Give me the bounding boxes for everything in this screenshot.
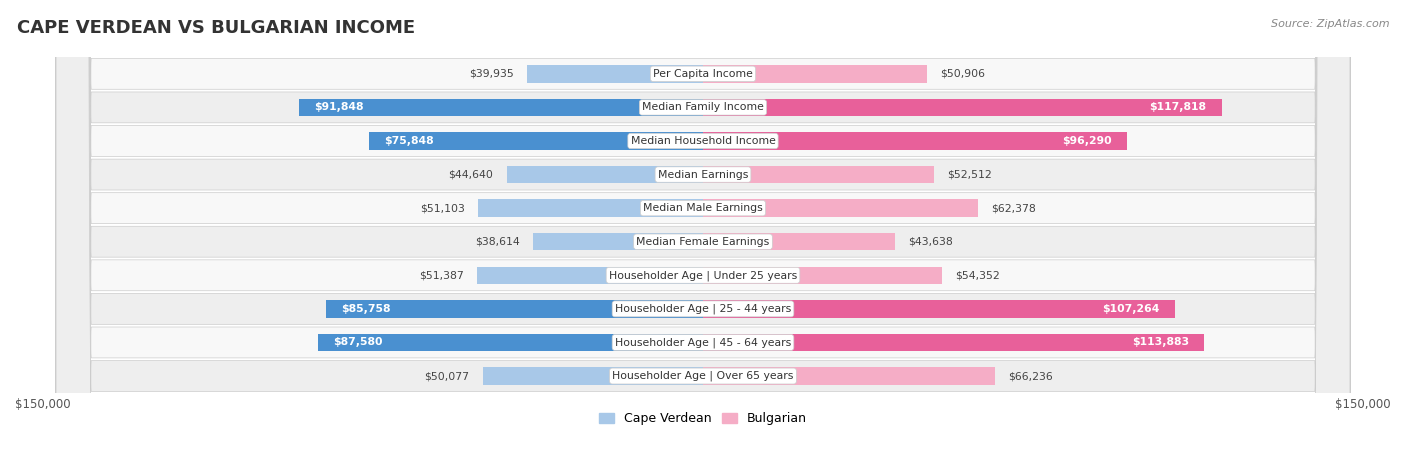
Text: Householder Age | Over 65 years: Householder Age | Over 65 years	[612, 371, 794, 381]
Bar	[703, 334, 1204, 351]
FancyBboxPatch shape	[56, 0, 1350, 467]
Text: $43,638: $43,638	[908, 237, 953, 247]
Bar	[326, 300, 703, 318]
Text: CAPE VERDEAN VS BULGARIAN INCOME: CAPE VERDEAN VS BULGARIAN INCOME	[17, 19, 415, 37]
FancyBboxPatch shape	[56, 0, 1350, 467]
Bar	[703, 65, 927, 83]
Text: $50,906: $50,906	[941, 69, 986, 79]
Bar	[703, 300, 1175, 318]
Text: Median Earnings: Median Earnings	[658, 170, 748, 179]
Bar	[703, 199, 977, 217]
Bar	[703, 368, 994, 385]
Text: $113,883: $113,883	[1132, 338, 1189, 347]
Bar	[298, 99, 703, 116]
Bar	[703, 99, 1222, 116]
Text: Median Household Income: Median Household Income	[630, 136, 776, 146]
Text: $51,387: $51,387	[419, 270, 464, 280]
Text: Source: ZipAtlas.com: Source: ZipAtlas.com	[1271, 19, 1389, 28]
Text: $50,077: $50,077	[425, 371, 470, 381]
Bar	[703, 267, 942, 284]
Text: $51,103: $51,103	[420, 203, 465, 213]
Text: $52,512: $52,512	[948, 170, 993, 179]
Bar	[370, 132, 703, 150]
Bar	[478, 199, 703, 217]
Text: $117,818: $117,818	[1149, 102, 1206, 113]
Text: $44,640: $44,640	[449, 170, 494, 179]
Legend: Cape Verdean, Bulgarian: Cape Verdean, Bulgarian	[595, 407, 811, 430]
FancyBboxPatch shape	[56, 0, 1350, 467]
Bar	[482, 368, 703, 385]
Text: $96,290: $96,290	[1062, 136, 1111, 146]
Text: Householder Age | Under 25 years: Householder Age | Under 25 years	[609, 270, 797, 281]
Bar	[477, 267, 703, 284]
FancyBboxPatch shape	[56, 0, 1350, 467]
Bar	[533, 233, 703, 250]
Bar	[527, 65, 703, 83]
FancyBboxPatch shape	[56, 0, 1350, 467]
Text: $75,848: $75,848	[385, 136, 434, 146]
Text: Median Female Earnings: Median Female Earnings	[637, 237, 769, 247]
FancyBboxPatch shape	[56, 0, 1350, 467]
Bar	[703, 166, 934, 183]
Text: $39,935: $39,935	[470, 69, 515, 79]
Text: Median Family Income: Median Family Income	[643, 102, 763, 113]
FancyBboxPatch shape	[56, 0, 1350, 467]
Text: $54,352: $54,352	[956, 270, 1000, 280]
Text: $91,848: $91,848	[314, 102, 364, 113]
Bar	[318, 334, 703, 351]
Bar	[703, 132, 1126, 150]
Text: $107,264: $107,264	[1102, 304, 1160, 314]
Text: Median Male Earnings: Median Male Earnings	[643, 203, 763, 213]
Text: $62,378: $62,378	[991, 203, 1035, 213]
Text: Per Capita Income: Per Capita Income	[652, 69, 754, 79]
Text: Householder Age | 45 - 64 years: Householder Age | 45 - 64 years	[614, 337, 792, 348]
Text: $85,758: $85,758	[342, 304, 391, 314]
Bar	[703, 233, 896, 250]
Text: $87,580: $87,580	[333, 338, 382, 347]
Text: $66,236: $66,236	[1008, 371, 1053, 381]
FancyBboxPatch shape	[56, 0, 1350, 467]
Bar	[506, 166, 703, 183]
Text: $38,614: $38,614	[475, 237, 520, 247]
Text: Householder Age | 25 - 44 years: Householder Age | 25 - 44 years	[614, 304, 792, 314]
FancyBboxPatch shape	[56, 0, 1350, 467]
FancyBboxPatch shape	[56, 0, 1350, 467]
